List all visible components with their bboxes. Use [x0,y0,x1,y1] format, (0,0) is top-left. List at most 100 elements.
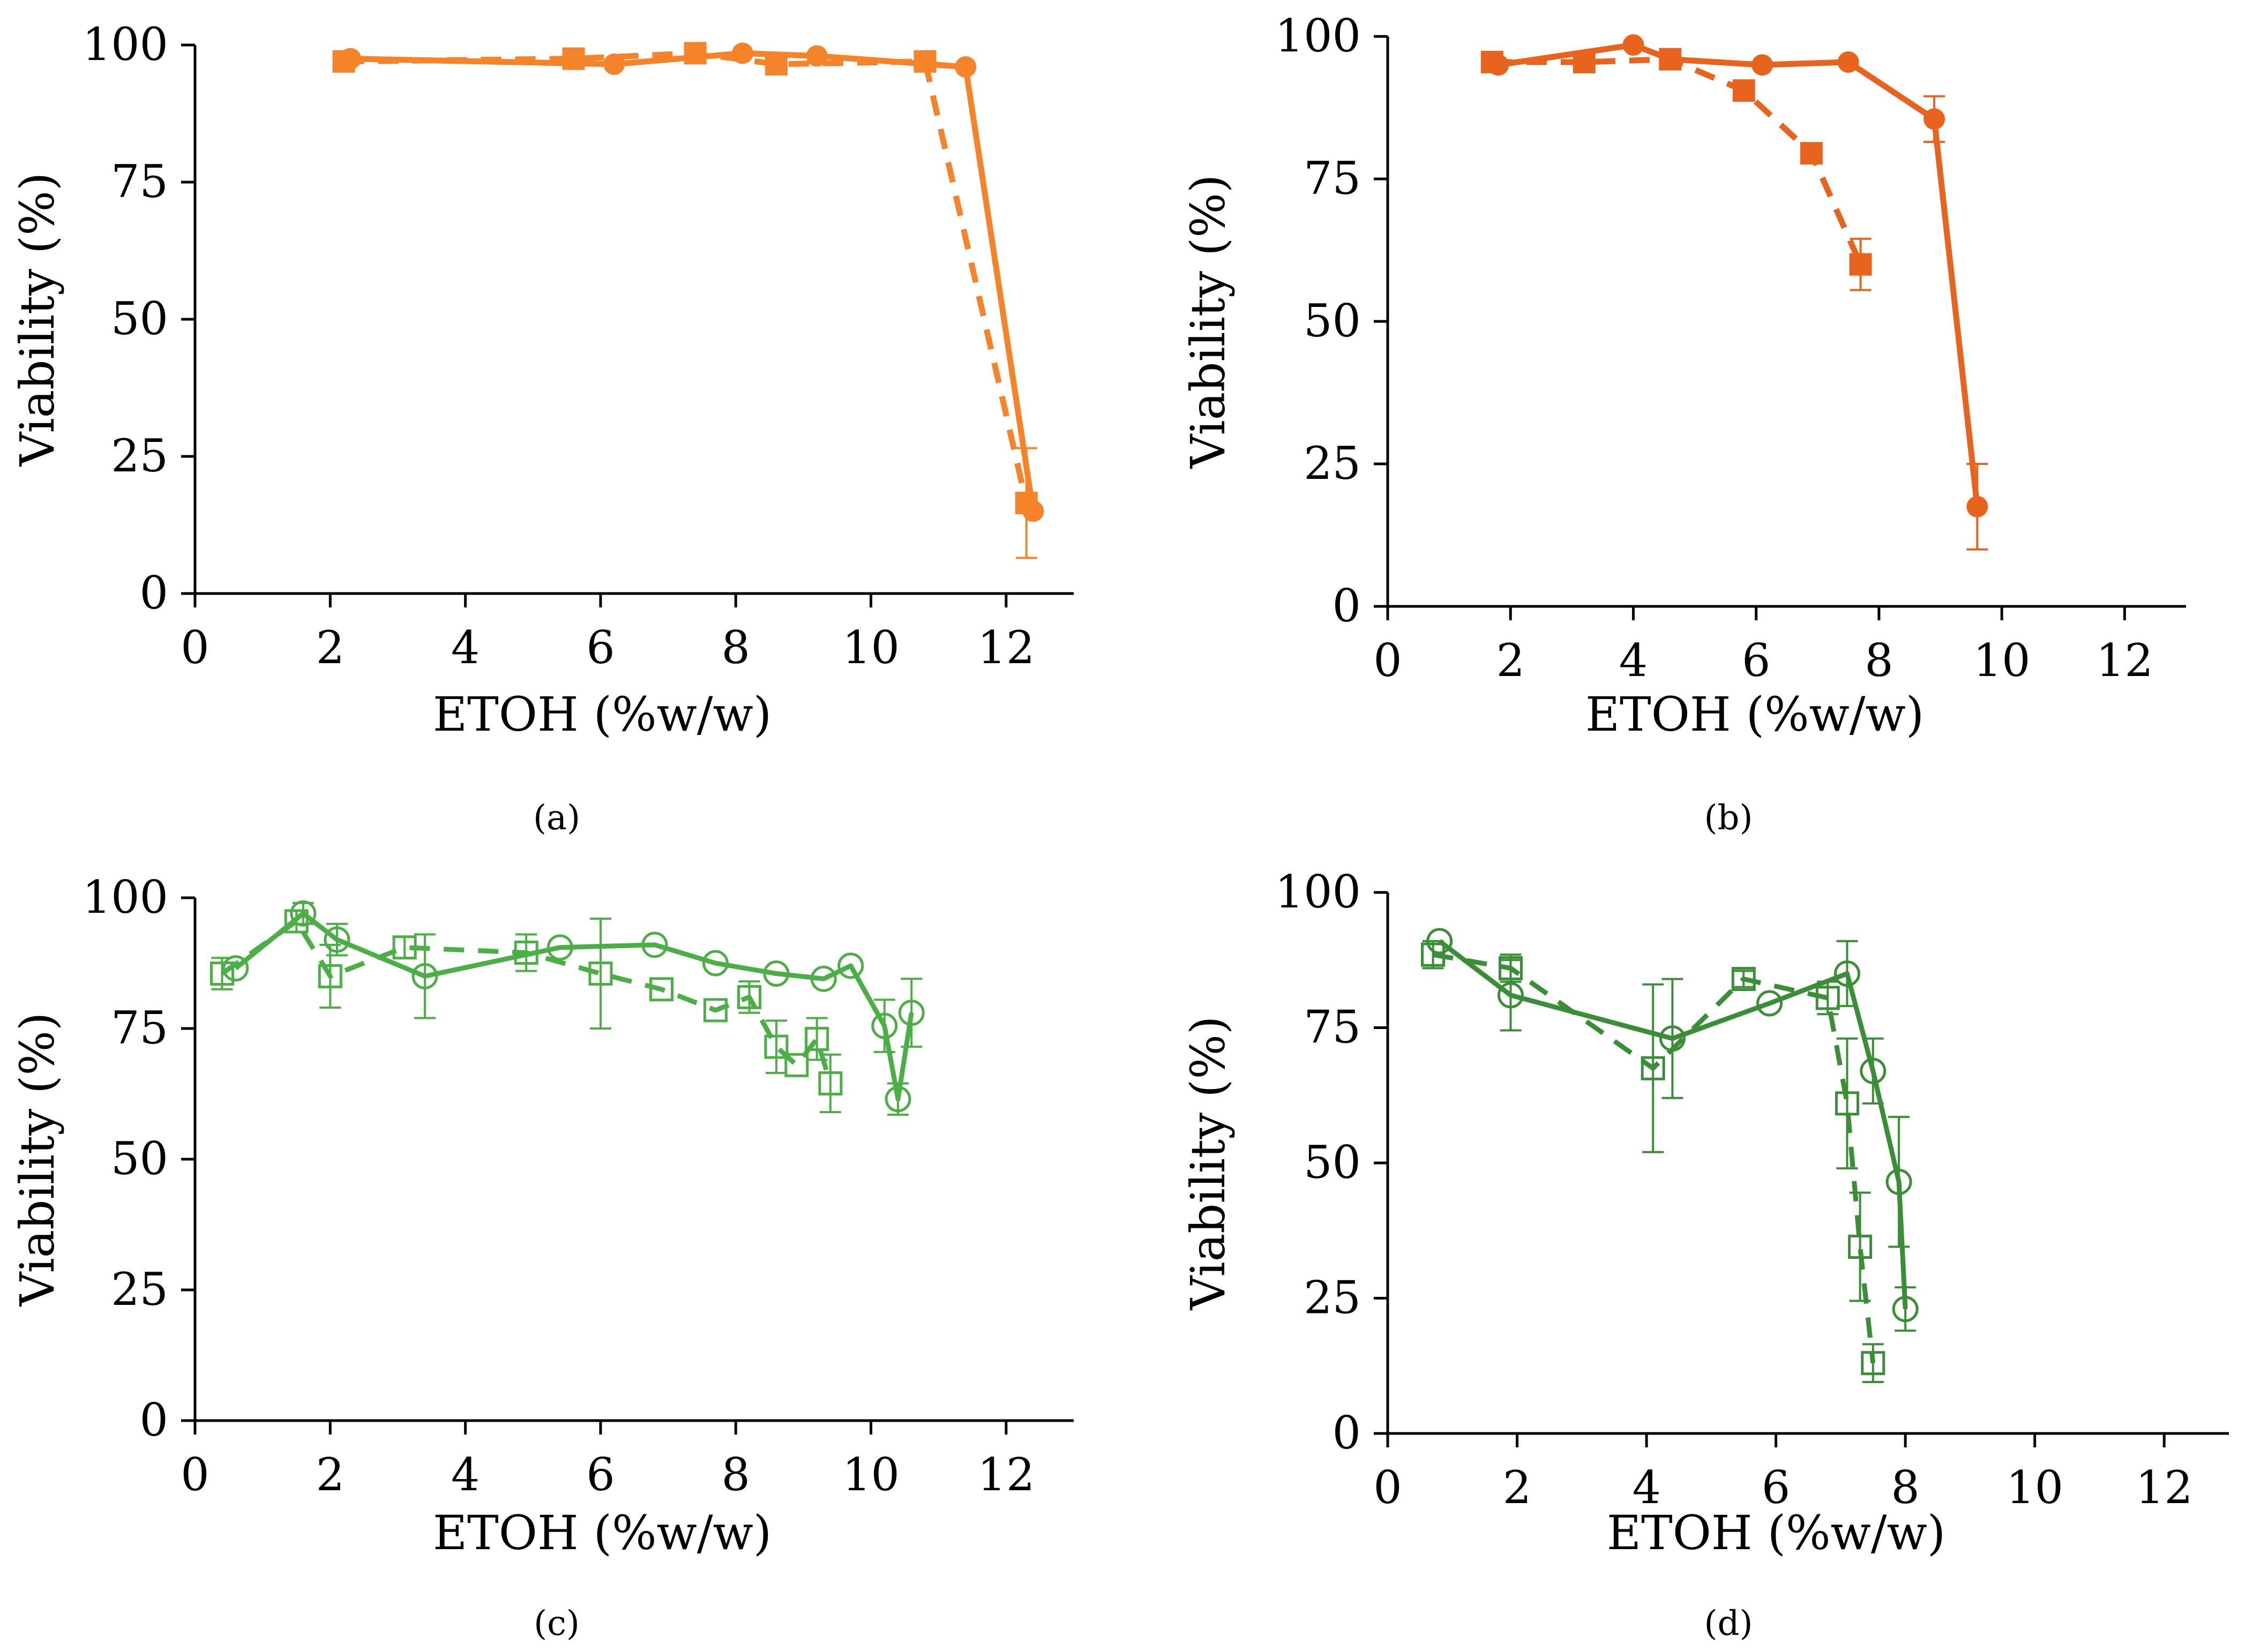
error-bar-circles-solid-d [1862,1037,1884,1105]
data-point-square-c [392,935,417,960]
error-bar-circles-solid-d [1888,1116,1910,1248]
caption-c: (c) [534,1604,580,1643]
x-tick-label-b: 10 [1973,634,2031,687]
data-point-circle-d [1659,1025,1686,1052]
data-point-circle-c [871,1012,898,1039]
error-bar-circles-solid-d [1661,978,1683,1099]
x-tick-label-a: 6 [586,621,615,674]
data-point-circle-c [837,952,864,979]
y-tick-label-d: 100 [1275,866,1361,918]
error-bar-squares-dashed-d [1500,953,1522,983]
data-point-circle-c [641,932,668,958]
x-tick-label-a: 4 [451,621,480,674]
y-axis-title-d: Viability (%) [1180,1016,1236,1311]
data-point-circle-d [1885,1168,1912,1195]
y-tick-label-a: 25 [111,430,168,482]
panel-d-chart: 0 25 50 75 100 0 2 4 6 8 10 12 ETOH (%w/w) Viability … [1180,866,2229,1560]
data-point-circle-b [1966,495,1988,517]
x-tick-label-c: 10 [842,1448,900,1501]
x-tick-label-d: 2 [1503,1461,1531,1514]
data-point-circle-d [1497,982,1524,1009]
data-point-circle-c [411,963,438,989]
data-point-square-d [1421,942,1446,967]
data-point-circle-b [1837,51,1859,73]
y-axis-title-c: Viability (%) [10,1012,65,1307]
data-point-circle-b [1622,34,1644,56]
data-point-square-a [562,47,585,70]
error-bar-squares-dashed-c [319,943,341,1009]
data-point-square-b [1659,48,1682,71]
error-bar-squares-dashed-c [819,1053,841,1114]
data-point-circle-d [1860,1057,1887,1084]
data-point-circle-c [290,900,317,927]
data-point-square-b [1800,142,1823,165]
series-line-squares-dashed-b [1492,56,1863,266]
data-point-circle-a [731,42,753,64]
x-tick-label-b: 12 [2096,634,2153,687]
caption-a: (a) [533,798,580,838]
data-point-square-b [1849,253,1872,276]
data-point-square-c [284,909,309,934]
panel-b-chart: 0 25 50 75 100 0 2 4 6 8 10 12 ETOH (%w/w) Viability … [1180,10,2186,742]
y-axis-title-a: Viability (%) [10,172,65,467]
data-point-circle-c [324,926,350,953]
error-bar-squares-dashed-d [1733,970,1755,988]
data-point-square-d [1835,1091,1859,1116]
error-bar-circles-solid-c [414,933,436,1019]
error-bar-squares-dashed-c [589,918,611,1030]
data-point-circle-c [810,965,837,992]
data-point-square-a [332,50,355,73]
x-axis-title-b: ETOH (%w/w) [1585,687,1924,742]
y-tick-label-b: 25 [1304,437,1361,490]
caption-d: (d) [1704,1604,1753,1643]
data-point-square-c [588,962,613,986]
y-tick-label-d: 75 [1304,1001,1361,1054]
data-point-circle-a [806,45,828,67]
y-tick-label-c: 75 [111,1002,168,1054]
data-point-square-c [318,964,342,988]
x-tick-label-b: 8 [1865,634,1893,687]
data-point-square-a [684,42,707,65]
data-point-square-d [1861,1351,1885,1376]
x-tick-label-d: 4 [1632,1461,1660,1514]
x-tick-label-c: 12 [977,1448,1035,1501]
y-tick-label-b: 100 [1275,10,1361,62]
x-tick-label-a: 10 [842,621,900,674]
x-tick-label-d: 6 [1762,1461,1790,1514]
data-point-square-a [1015,492,1038,515]
x-tick-label-b: 2 [1496,634,1525,687]
error-bar-squares-dashed-d [1862,1343,1884,1384]
data-point-square-a [765,52,788,76]
y-tick-label-a: 75 [111,155,168,208]
x-tick-label-c: 2 [316,1448,345,1501]
y-tick-label-c: 100 [83,871,168,923]
error-bar-circles-solid-d [1895,1286,1917,1332]
error-bar-squares-dashed-c [515,933,537,972]
y-tick-label-d: 50 [1304,1136,1361,1189]
data-point-circle-d [1426,928,1453,955]
x-tick-label-d: 8 [1891,1461,1919,1514]
data-point-square-c [514,940,538,965]
x-tick-label-b: 6 [1742,634,1770,687]
data-point-square-d [1498,956,1523,980]
x-tick-label-d: 0 [1373,1461,1402,1514]
y-tick-label-c: 25 [111,1263,168,1316]
x-tick-label-c: 4 [451,1448,480,1501]
x-axis-title-d: ETOH (%w/w) [1607,1505,1945,1560]
x-tick-label-a: 2 [316,621,345,674]
error-bar-circles-solid-c [901,978,923,1048]
data-point-square-c [703,998,728,1023]
x-tick-label-c: 0 [181,1448,209,1501]
y-tick-label-a: 50 [111,292,168,345]
data-point-square-c [764,1034,789,1059]
data-point-square-b [1573,50,1596,73]
data-point-circle-a [955,56,977,78]
data-point-circle-c [763,960,790,987]
data-point-square-d [1731,967,1756,992]
data-point-circle-c [898,1000,925,1026]
data-point-square-d [1848,1235,1873,1259]
x-tick-label-c: 8 [722,1448,750,1501]
x-tick-label-c: 6 [586,1448,615,1501]
error-bar-squares-dashed-d [1849,1191,1871,1302]
data-point-square-c [805,1027,829,1052]
